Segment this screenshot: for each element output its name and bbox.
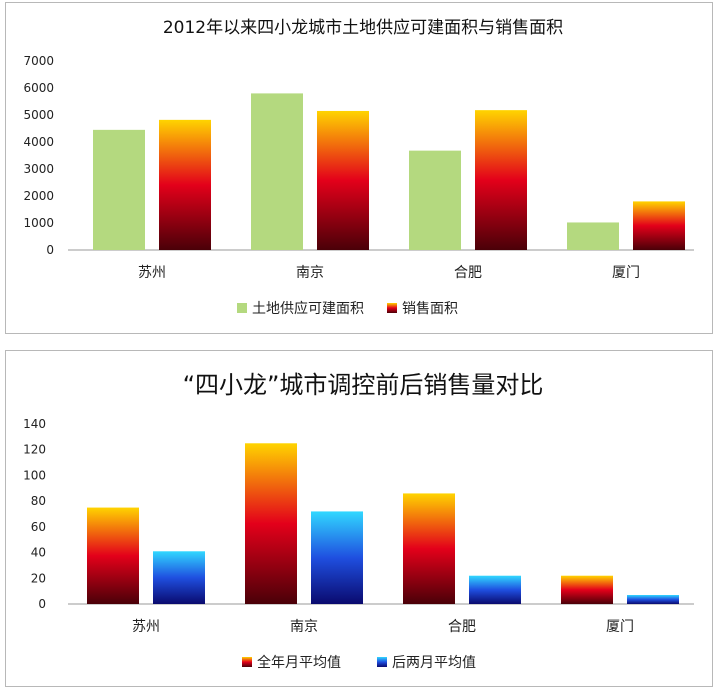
bar-series2-2 (475, 110, 527, 250)
bar-series2-3 (627, 595, 679, 604)
y-tick-label: 40 (31, 546, 46, 560)
x-category-label: 南京 (296, 265, 324, 281)
bar-series2-3 (633, 201, 685, 250)
bar-series1-3 (561, 575, 613, 604)
chart-title: 2012年以来四小龙城市土地供应可建面积与销售面积 (163, 18, 563, 38)
bar-series1-3 (567, 222, 619, 250)
y-tick-label: 60 (31, 520, 46, 534)
legend-swatch-land-supply (237, 303, 247, 313)
legend-label-last-two-months-avg: 后两月平均值 (392, 655, 476, 671)
bar-series1-0 (93, 129, 145, 250)
bar-series1-0 (87, 507, 139, 604)
y-tick-label: 120 (23, 443, 46, 457)
x-category-label: 苏州 (132, 619, 160, 635)
y-tick-label: 100 (23, 468, 46, 482)
y-tick-label: 20 (31, 571, 46, 585)
bar-series2-1 (317, 110, 369, 250)
y-tick-label: 5000 (23, 108, 54, 122)
y-tick-label: 3000 (23, 162, 54, 176)
legend-label-land-supply: 土地供应可建面积 (252, 300, 364, 317)
bar-series2-2 (469, 575, 521, 604)
bar-series1-2 (409, 150, 461, 250)
chart-sales-before-after: “四小龙”城市调控前后销售量对比 0 20 40 60 80 100 120 140 苏州 南京… (23, 371, 694, 671)
bar-series1-1 (245, 443, 297, 604)
legend-label-sales-area: 销售面积 (402, 301, 458, 317)
y-tick-label: 7000 (23, 54, 54, 68)
x-category-label: 合肥 (454, 265, 482, 281)
y-tick-label: 2000 (23, 189, 54, 203)
bar-series1-2 (403, 493, 455, 604)
x-category-label: 合肥 (448, 619, 476, 635)
y-tick-label: 1000 (23, 216, 54, 230)
x-category-label: 南京 (290, 619, 318, 635)
y-tick-label: 80 (31, 494, 46, 508)
x-category-label: 厦门 (612, 265, 640, 281)
y-tick-label: 140 (23, 417, 46, 431)
legend-swatch-last-two-months-avg (377, 657, 387, 667)
chart-panel-land-vs-sales: 2012年以来四小龙城市土地供应可建面积与销售面积 0 1000 2000 3000 4… (5, 2, 713, 334)
legend-swatch-sales-area (387, 303, 397, 313)
y-tick-label: 4000 (23, 135, 54, 149)
y-tick-label: 0 (38, 597, 46, 611)
chart-panel-sales-before-after: “四小龙”城市调控前后销售量对比 0 20 40 60 80 100 120 140 苏州 南京… (5, 350, 713, 687)
bar-series2-0 (159, 119, 211, 250)
bar-series2-1 (311, 511, 363, 604)
chart-title: “四小龙”城市调控前后销售量对比 (183, 371, 544, 399)
y-tick-label: 0 (46, 243, 54, 257)
x-category-label: 厦门 (606, 619, 634, 635)
x-category-label: 苏州 (138, 265, 166, 281)
chart-land-vs-sales: 2012年以来四小龙城市土地供应可建面积与销售面积 0 1000 2000 3000 4… (23, 18, 694, 317)
bar-series1-1 (251, 93, 303, 251)
legend-label-annual-avg: 全年月平均值 (257, 654, 341, 671)
y-tick-label: 6000 (23, 81, 54, 95)
bar-series2-0 (153, 551, 205, 604)
legend-swatch-annual-avg (242, 657, 252, 667)
